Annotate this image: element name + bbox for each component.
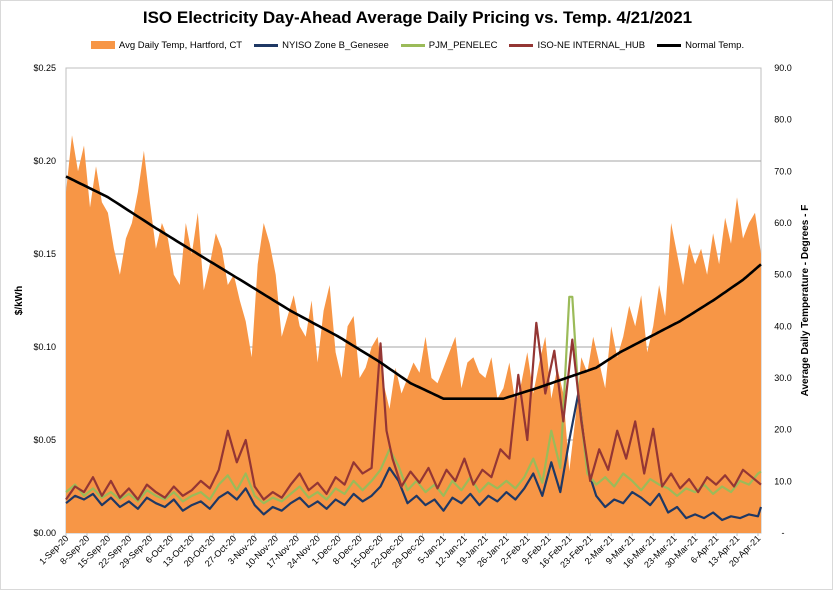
y-tick-label: $0.05 <box>33 435 56 445</box>
legend-label: ISO-NE INTERNAL_HUB <box>537 40 646 51</box>
chart-legend: Avg Daily Temp, Hartford, CT NYISO Zone B… <box>0 40 835 51</box>
legend-label: PJM_PENELEC <box>428 40 498 51</box>
legend-label: Avg Daily Temp, Hartford, CT <box>118 40 243 51</box>
y2-tick-label: 80.0 <box>774 115 792 125</box>
y2-axis-title: Average Daily Temperature - Degrees - F <box>800 205 811 397</box>
series-line-nyiso-zone-b-genesee <box>65 392 763 522</box>
y2-tick-label: 50.0 <box>774 270 792 280</box>
y-axis-title: $/kWh <box>14 286 25 315</box>
series-line-pjm-penelec <box>65 295 762 505</box>
y-tick-label: $0.25 <box>33 63 56 73</box>
y2-tick-label: 30.0 <box>774 373 792 383</box>
series-line-normal-temp- <box>65 175 762 400</box>
legend-swatch <box>254 43 279 47</box>
legend-swatch <box>400 43 425 47</box>
y-tick-label: $0.10 <box>33 342 56 352</box>
legend-item: Normal Temp. <box>657 40 744 51</box>
series-line-iso-ne-internal-hub <box>65 321 762 501</box>
y2-tick-label: 10.0 <box>774 476 792 486</box>
y2-tick-label: 70.0 <box>774 166 792 176</box>
legend-label: NYISO Zone B_Genesee <box>282 40 389 51</box>
y2-tick-label: 60.0 <box>774 218 792 228</box>
legend-swatch <box>657 43 682 47</box>
chart-title: ISO Electricity Day-Ahead Average Daily … <box>142 8 693 27</box>
y2-tick-label: 90.0 <box>774 63 792 73</box>
y-tick-label: $0.20 <box>33 156 56 166</box>
legend-item: ISO-NE INTERNAL_HUB <box>509 40 645 51</box>
legend-swatch <box>509 43 534 47</box>
y2-tick-label: - <box>782 528 785 538</box>
legend-swatch <box>90 41 115 50</box>
y2-tick-label: 40.0 <box>774 321 792 331</box>
y-tick-label: $0.15 <box>33 249 56 259</box>
series-area-temp <box>66 135 761 533</box>
y2-tick-label: 20.0 <box>774 425 792 435</box>
legend-item: PJM_PENELEC <box>400 40 498 51</box>
legend-item: Avg Daily Temp, Hartford, CT <box>90 40 243 51</box>
legend-label: Normal Temp. <box>685 40 745 51</box>
legend-item: NYISO Zone B_Genesee <box>254 40 389 51</box>
y-tick-label: $0.00 <box>33 528 56 538</box>
